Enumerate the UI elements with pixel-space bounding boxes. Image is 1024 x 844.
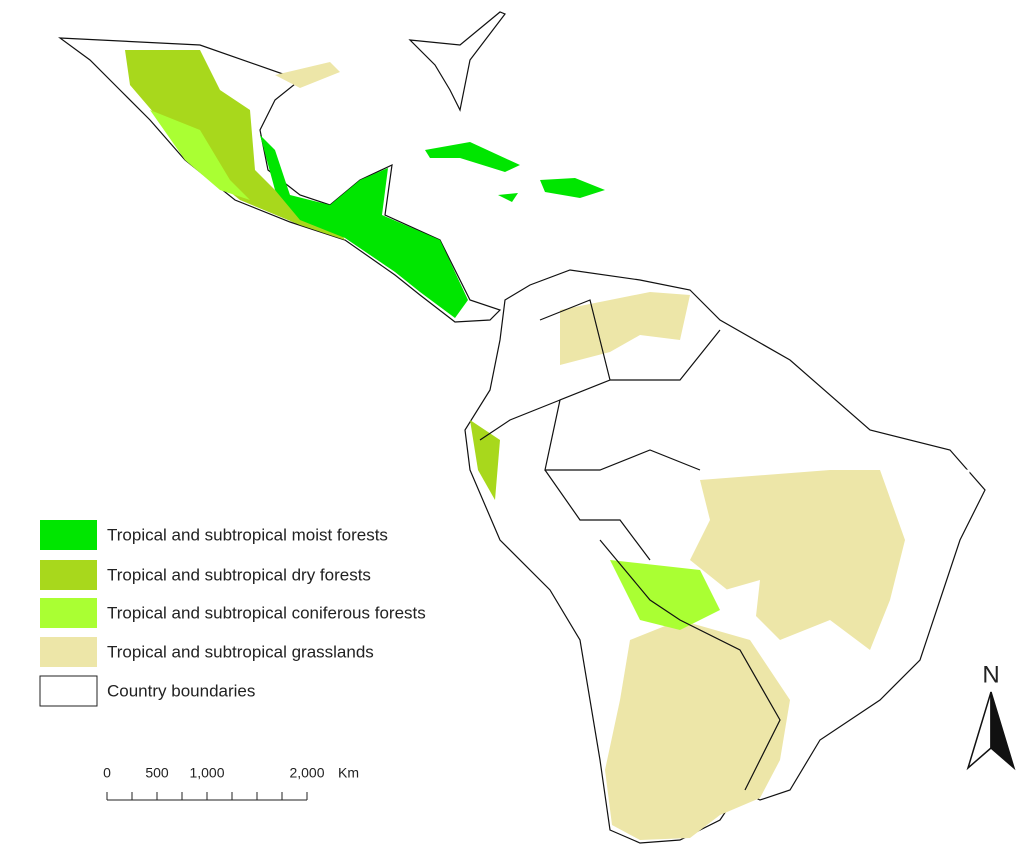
patch [725,580,760,625]
scale-unit: Km [338,765,359,781]
legend-swatch [40,560,97,590]
moist-forest [260,135,468,318]
scale-label: 500 [145,765,169,781]
scale-label: 2,000 [289,765,324,781]
moist-forest [425,142,520,172]
legend-label: Tropical and subtropical coniferous fore… [107,603,426,622]
dry-forest [470,420,500,500]
moist-forest [464,269,986,844]
legend-label: Tropical and subtropical grasslands [107,642,374,661]
coniferous-forest [150,110,250,200]
scale-label: 1,000 [189,765,224,781]
coniferous-forest [610,560,720,630]
scale-bar: 0 500 1,000 2,000 Km [103,765,359,801]
land [58,11,986,844]
legend-swatch [40,598,97,628]
grassland [605,620,790,840]
grassland [560,292,690,365]
legend-swatch [40,637,97,667]
moist-forest [540,178,605,198]
scale-label: 0 [103,765,111,781]
legend-swatch [40,520,97,550]
legend: Tropical and subtropical moist forests Tr… [39,520,426,707]
north-label: N [982,661,999,688]
legend-swatch [39,675,98,707]
legend-label: Country boundaries [107,681,255,700]
moist-forest [498,193,518,202]
legend-label: Tropical and subtropical dry forests [107,565,371,584]
grassland [690,470,905,650]
grassland [275,62,340,88]
north-arrow: N [966,661,1016,771]
legend-label: Tropical and subtropical moist forests [107,525,388,544]
dry-forest [125,50,345,240]
caatinga [895,460,970,540]
